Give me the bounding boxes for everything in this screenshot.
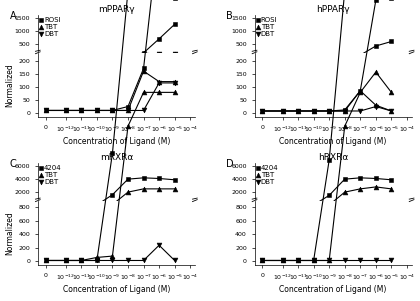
Text: D: D	[226, 159, 234, 169]
Text: A: A	[10, 11, 16, 21]
Text: B: B	[226, 11, 233, 21]
Legend: 4204, TBT, DBT: 4204, TBT, DBT	[255, 164, 280, 186]
Y-axis label: Normalized: Normalized	[5, 211, 14, 255]
X-axis label: Concentration of Ligand (M): Concentration of Ligand (M)	[63, 285, 170, 293]
Title: hRXRα: hRXRα	[318, 153, 348, 162]
Text: C: C	[10, 159, 16, 169]
Legend: ROSI, TBT, DBT: ROSI, TBT, DBT	[255, 16, 279, 39]
Legend: 4204, TBT, DBT: 4204, TBT, DBT	[39, 164, 63, 186]
Y-axis label: Normalized: Normalized	[5, 63, 14, 107]
Title: mPPARγ: mPPARγ	[98, 5, 135, 14]
Legend: ROSI, TBT, DBT: ROSI, TBT, DBT	[39, 16, 62, 39]
X-axis label: Concentration of Ligand (M): Concentration of Ligand (M)	[279, 285, 387, 293]
Title: mRXRα: mRXRα	[100, 153, 133, 162]
X-axis label: Concentration of Ligand (M): Concentration of Ligand (M)	[279, 137, 387, 146]
X-axis label: Concentration of Ligand (M): Concentration of Ligand (M)	[63, 137, 170, 146]
Title: hPPARγ: hPPARγ	[316, 5, 350, 14]
